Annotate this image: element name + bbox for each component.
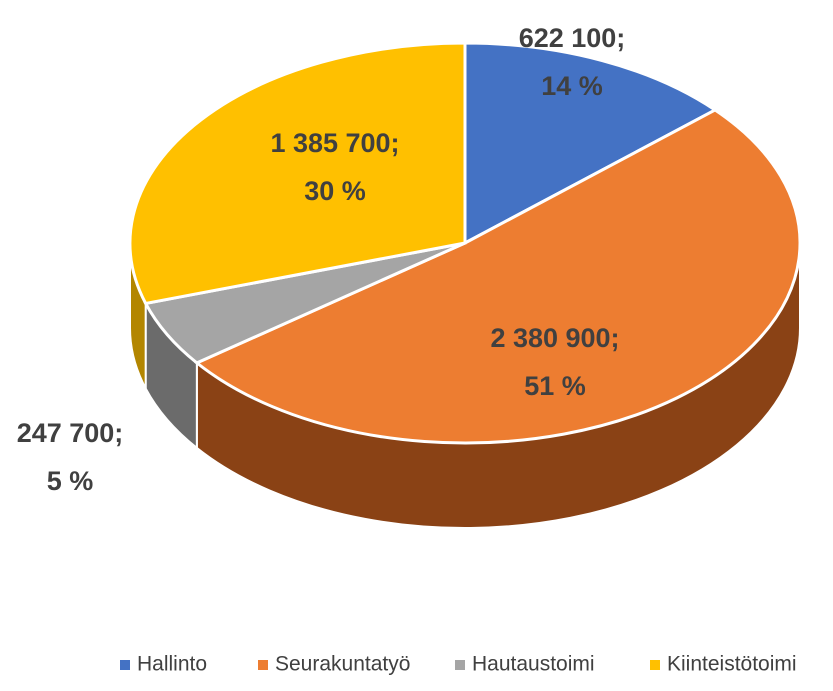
data-label: 14 % (541, 71, 603, 101)
data-label: 51 % (524, 371, 586, 401)
pie-slice (463, 41, 719, 246)
data-label: 247 700; (17, 418, 124, 448)
legend-label: Seurakuntatyö (275, 653, 410, 676)
data-label: 30 % (304, 176, 366, 206)
data-label: 5 % (47, 466, 94, 496)
pie-slice (193, 108, 802, 445)
legend-marker (258, 660, 268, 670)
legend-marker (650, 660, 660, 670)
legend-label: Hallinto (137, 653, 207, 676)
legend-marker (120, 660, 130, 670)
legend-label: Kiinteistötoimi (667, 653, 797, 676)
data-label: 1 385 700; (270, 128, 399, 158)
data-label: 622 100; (519, 23, 626, 53)
legend-marker (455, 660, 465, 670)
legend-label: Hautaustoimi (472, 653, 595, 676)
pie-slice (128, 41, 467, 306)
data-label: 2 380 900; (490, 323, 619, 353)
